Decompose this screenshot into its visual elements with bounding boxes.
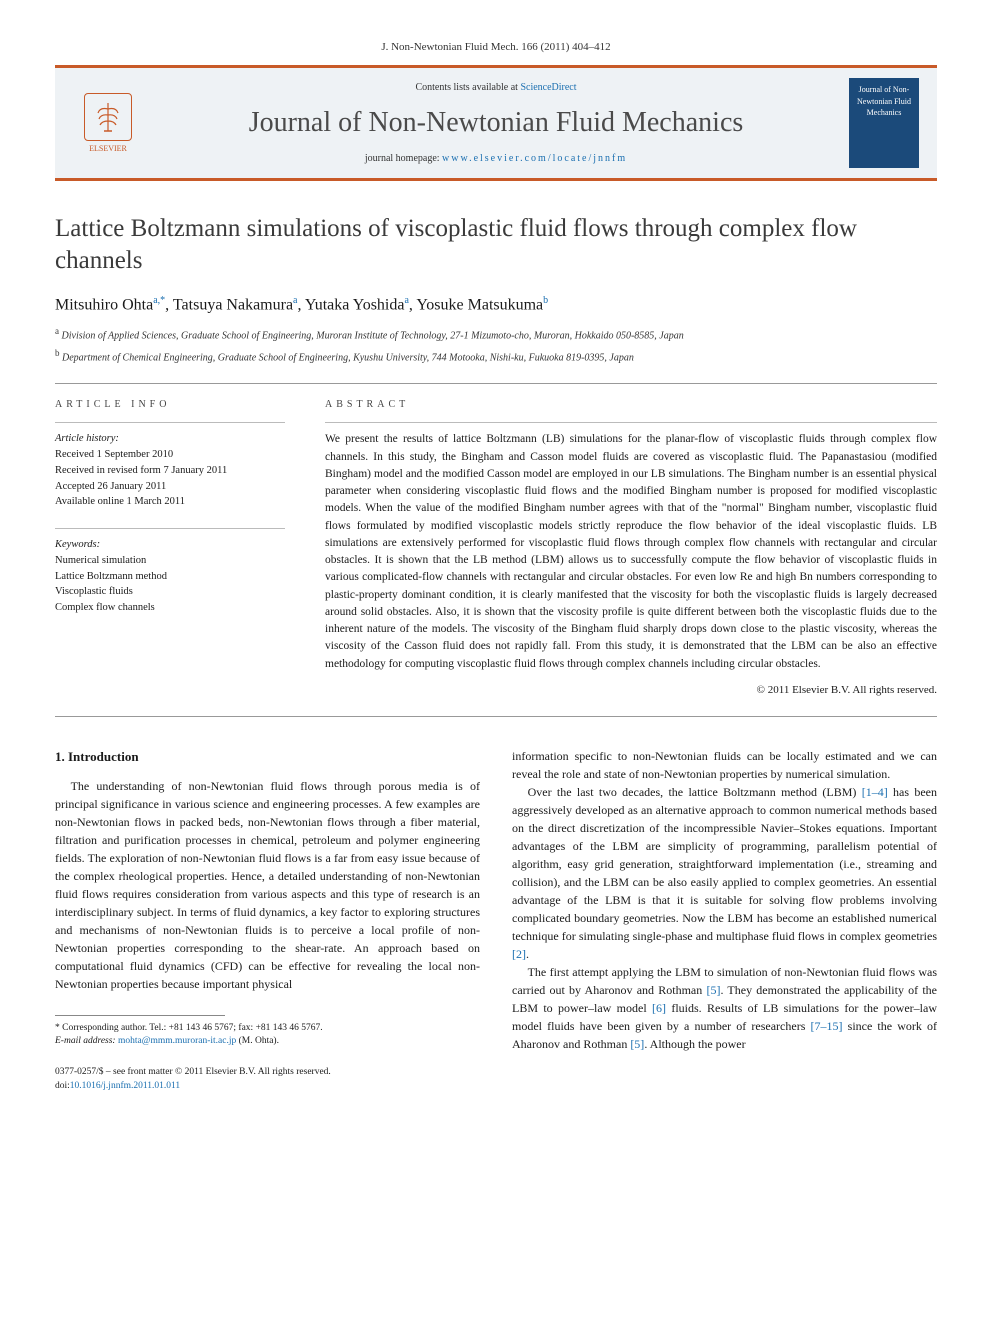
doi-link[interactable]: 10.1016/j.jnnfm.2011.01.011 — [70, 1081, 180, 1091]
intro-para-1: The understanding of non-Newtonian fluid… — [55, 777, 480, 993]
meta-row: article info Article history: Received 1… — [55, 398, 937, 698]
author-3: , Yutaka Yoshida — [298, 296, 405, 313]
bottom-meta: 0377-0257/$ – see front matter © 2011 El… — [55, 1066, 480, 1093]
issn-line: 0377-0257/$ – see front matter © 2011 El… — [55, 1066, 480, 1079]
history-label: Article history: — [55, 433, 119, 444]
abstract-label: abstract — [325, 398, 937, 412]
abstract-copyright: © 2011 Elsevier B.V. All rights reserved… — [325, 683, 937, 698]
author-4: , Yosuke Matsukuma — [409, 296, 543, 313]
p3-c: . — [526, 947, 529, 961]
doi-label: doi: — [55, 1081, 70, 1091]
homepage-link[interactable]: www.elsevier.com/locate/jnnfm — [442, 153, 627, 164]
ref-link-5a[interactable]: [5] — [706, 983, 720, 997]
ref-link-2[interactable]: [2] — [512, 947, 526, 961]
divider-top — [55, 383, 937, 384]
history-revised: Received in revised form 7 January 2011 — [55, 465, 227, 476]
affiliation-b: b Department of Chemical Engineering, Gr… — [55, 347, 937, 365]
keyword-4: Complex flow channels — [55, 602, 155, 613]
p3-a: Over the last two decades, the lattice B… — [528, 785, 862, 799]
author-2: , Tatsuya Nakamura — [165, 296, 293, 313]
author-1-affil: a,* — [153, 295, 165, 306]
citation-line: J. Non-Newtonian Fluid Mech. 166 (2011) … — [55, 40, 937, 55]
info-divider — [55, 422, 285, 423]
affiliation-a: a Division of Applied Sciences, Graduate… — [55, 325, 937, 343]
keywords-divider — [55, 528, 285, 529]
journal-cover-thumb: Journal of Non-Newtonian Fluid Mechanics — [849, 78, 919, 168]
corresponding-footnote: * Corresponding author. Tel.: +81 143 46… — [55, 1022, 480, 1049]
email-label: E-mail address: — [55, 1036, 118, 1046]
author-1: Mitsuhiro Ohta — [55, 296, 153, 313]
keywords-label: Keywords: — [55, 539, 100, 550]
column-right: information specific to non-Newtonian fl… — [512, 747, 937, 1093]
email-suffix: (M. Ohta). — [236, 1036, 279, 1046]
cover-text: Journal of Non-Newtonian Fluid Mechanics — [853, 84, 915, 118]
keywords: Keywords: Numerical simulation Lattice B… — [55, 537, 285, 616]
journal-header: ELSEVIER Contents lists available at Sci… — [55, 65, 937, 181]
elsevier-logo: ELSEVIER — [73, 83, 143, 163]
contents-available: Contents lists available at ScienceDirec… — [143, 81, 849, 95]
page: J. Non-Newtonian Fluid Mech. 166 (2011) … — [0, 0, 992, 1133]
doi-line: doi:10.1016/j.jnnfm.2011.01.011 — [55, 1080, 480, 1093]
keyword-1: Numerical simulation — [55, 555, 146, 566]
section-1-heading: 1. Introduction — [55, 747, 480, 767]
article-info-column: article info Article history: Received 1… — [55, 398, 285, 698]
body-columns: 1. Introduction The understanding of non… — [55, 747, 937, 1093]
footnote-separator — [55, 1015, 225, 1016]
divider-bottom — [55, 716, 937, 717]
article-history: Article history: Received 1 September 20… — [55, 431, 285, 510]
history-online: Available online 1 March 2011 — [55, 496, 185, 507]
intro-para-2: Over the last two decades, the lattice B… — [512, 783, 937, 963]
history-received: Received 1 September 2010 — [55, 449, 173, 460]
contents-prefix: Contents lists available at — [415, 82, 520, 93]
publisher-name: ELSEVIER — [89, 143, 127, 154]
elsevier-tree-icon — [84, 93, 132, 141]
p4-e: . Although the power — [644, 1037, 745, 1051]
journal-title: Journal of Non-Newtonian Fluid Mechanics — [143, 103, 849, 142]
corr-author-line: * Corresponding author. Tel.: +81 143 46… — [55, 1022, 480, 1035]
history-accepted: Accepted 26 January 2011 — [55, 481, 166, 492]
abstract-column: abstract We present the results of latti… — [325, 398, 937, 698]
p3-b: has been aggressively developed as an al… — [512, 785, 937, 943]
email-link[interactable]: mohta@mmm.muroran-it.ac.jp — [118, 1036, 236, 1046]
article-title: Lattice Boltzmann simulations of viscopl… — [55, 213, 937, 276]
column-left: 1. Introduction The understanding of non… — [55, 747, 480, 1093]
author-4-affil: b — [543, 295, 548, 306]
keyword-2: Lattice Boltzmann method — [55, 571, 167, 582]
ref-link-6[interactable]: [6] — [652, 1001, 666, 1015]
abstract-text: We present the results of lattice Boltzm… — [325, 431, 937, 673]
ref-link-1-4[interactable]: [1–4] — [862, 785, 888, 799]
affil-a-text: Division of Applied Sciences, Graduate S… — [59, 330, 684, 341]
intro-para-3: The first attempt applying the LBM to si… — [512, 963, 937, 1053]
article-info-label: article info — [55, 398, 285, 412]
authors-line: Mitsuhiro Ohtaa,*, Tatsuya Nakamuraa, Yu… — [55, 294, 937, 317]
homepage-prefix: journal homepage: — [365, 153, 442, 164]
affil-b-text: Department of Chemical Engineering, Grad… — [60, 352, 634, 363]
abstract-divider — [325, 422, 937, 423]
homepage-line: journal homepage: www.elsevier.com/locat… — [143, 152, 849, 166]
ref-link-5b[interactable]: [5] — [630, 1037, 644, 1051]
ref-link-7-15[interactable]: [7–15] — [811, 1019, 843, 1033]
sciencedirect-link[interactable]: ScienceDirect — [520, 82, 576, 93]
intro-para-1-cont: information specific to non-Newtonian fl… — [512, 747, 937, 783]
header-center: Contents lists available at ScienceDirec… — [143, 81, 849, 166]
email-line: E-mail address: mohta@mmm.muroran-it.ac.… — [55, 1035, 480, 1048]
keyword-3: Viscoplastic fluids — [55, 586, 133, 597]
